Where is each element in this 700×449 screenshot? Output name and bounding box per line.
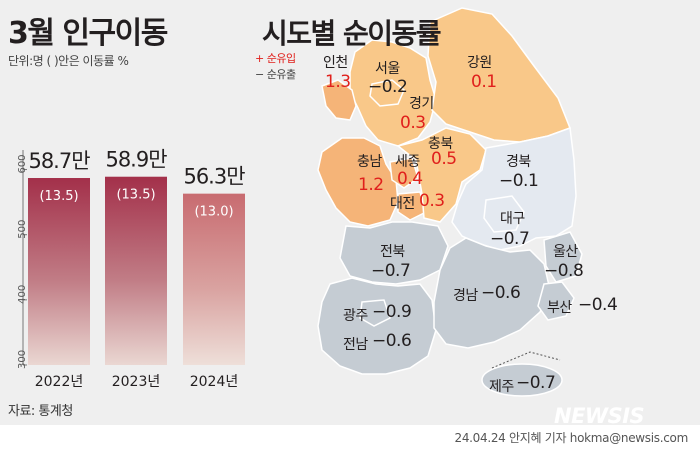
region-label-gangwon: 강원 xyxy=(467,55,492,71)
region-value-daejeon: 0.3 xyxy=(419,191,445,211)
region-label-chungbuk: 충북 xyxy=(428,136,453,152)
map-title: 시도별 순이동률 xyxy=(262,17,442,50)
bar-chart: 300 400 500 600 58.7만 (13.5) 2022년 58.9만 (13.5)… xyxy=(17,148,246,390)
region-value-sejong: 0.4 xyxy=(397,169,423,189)
region-label-sejong: 세종 xyxy=(395,154,420,170)
region-label-gwangju: 광주 xyxy=(343,308,368,324)
region-value-busan: −0.4 xyxy=(578,295,618,315)
bar xyxy=(28,178,90,365)
region-value-gangwon: 0.1 xyxy=(471,72,497,92)
bar-rate-label: (13.5) xyxy=(116,188,155,203)
region-label-jeonnam: 전남 xyxy=(343,337,368,353)
region-value-seoul: −0.2 xyxy=(368,77,408,97)
region-value-daegu: −0.7 xyxy=(490,229,530,249)
region-label-jeonbuk: 전북 xyxy=(380,244,405,260)
region-shape-incheon xyxy=(321,79,357,121)
footer-credit: 24.04.24 안지혜 기자 hokma@newsis.com xyxy=(454,431,688,445)
main-title: 3월 인구이동 xyxy=(8,16,168,51)
bar xyxy=(105,176,167,365)
region-value-chungnam: 1.2 xyxy=(358,175,384,195)
bar-group xyxy=(28,176,245,365)
region-value-chungbuk: 0.5 xyxy=(431,149,457,169)
y-tick-label: 400 xyxy=(17,285,28,304)
region-value-jeonnam: −0.6 xyxy=(372,331,412,351)
y-tick-label: 300 xyxy=(17,350,28,369)
region-label-busan: 부산 xyxy=(547,300,572,316)
source-note: 자료: 통계청 xyxy=(8,404,73,419)
bar-rate-label: (13.5) xyxy=(39,189,78,204)
region-shape-gangwon xyxy=(427,7,571,143)
region-shape-jeju xyxy=(481,363,563,397)
region-shape-sejong xyxy=(389,157,419,189)
region-label-gyeongnam: 경남 xyxy=(453,288,478,304)
region-shape-gwangju xyxy=(359,299,391,327)
bar-rate-label: (13.0) xyxy=(194,205,233,220)
bar-value-label: 58.9만 xyxy=(105,148,167,172)
region-label-gyeonggi: 경기 xyxy=(409,96,434,112)
region-label-daejeon: 대전 xyxy=(390,196,415,212)
legend-inflow: + 순유입 xyxy=(255,52,296,65)
region-label-seoul: 서울 xyxy=(375,61,400,77)
y-tick-label: 500 xyxy=(17,220,28,239)
region-value-gyeongbuk: −0.1 xyxy=(499,171,539,191)
bar-value-label: 56.3만 xyxy=(183,165,245,189)
region-value-gyeongnam: −0.6 xyxy=(481,283,521,303)
region-shape-seoul xyxy=(369,79,405,107)
region-shape-chungbuk xyxy=(396,127,487,223)
region-shape-gyeongbuk xyxy=(451,126,577,251)
y-tick-label: 600 xyxy=(17,154,28,173)
region-label-gyeongbuk: 경북 xyxy=(506,154,531,170)
region-value-incheon: 1.3 xyxy=(325,72,351,92)
bar-value-label: 58.7만 xyxy=(28,149,90,173)
region-label-ulsan: 울산 xyxy=(553,244,578,260)
region-value-jeonbuk: −0.7 xyxy=(371,261,411,281)
bar-label-group: 58.7만 (13.5) 2022년 58.9만 (13.5) 2023년 56.3만 (13… xyxy=(28,148,246,390)
region-label-jeju: 제주 xyxy=(489,379,514,395)
unit-note: 단위:명 ( )안은 이동률 % xyxy=(8,54,129,68)
region-shape-ulsan xyxy=(543,231,583,283)
region-shape-jeonnam xyxy=(317,277,437,375)
region-value-gyeonggi: 0.3 xyxy=(400,113,426,133)
korea-map xyxy=(317,7,583,397)
legend-outflow: − 순유출 xyxy=(255,68,296,81)
region-label-incheon: 인천 xyxy=(323,55,348,71)
jeju-inset-border xyxy=(491,351,561,369)
region-label-chungnam: 충남 xyxy=(357,154,382,170)
x-category-label: 2023년 xyxy=(112,374,161,390)
region-shape-busan xyxy=(537,281,575,321)
x-category-label: 2022년 xyxy=(35,374,84,390)
region-shape-daejeon xyxy=(397,191,427,221)
region-value-jeju: −0.7 xyxy=(516,373,556,393)
y-tick-group: 300 400 500 600 xyxy=(17,154,28,369)
bar xyxy=(183,193,245,365)
region-label-daegu: 대구 xyxy=(500,211,525,227)
newsis-watermark: NEWSIS xyxy=(554,404,645,428)
region-value-ulsan: −0.8 xyxy=(544,261,584,281)
footer-bar: 24.04.24 안지혜 기자 hokma@newsis.com xyxy=(0,425,700,449)
region-shape-chungnam xyxy=(317,137,399,227)
region-value-gwangju: −0.9 xyxy=(372,302,412,322)
region-shape-daegu xyxy=(483,195,525,233)
x-category-label: 2024년 xyxy=(190,374,239,390)
